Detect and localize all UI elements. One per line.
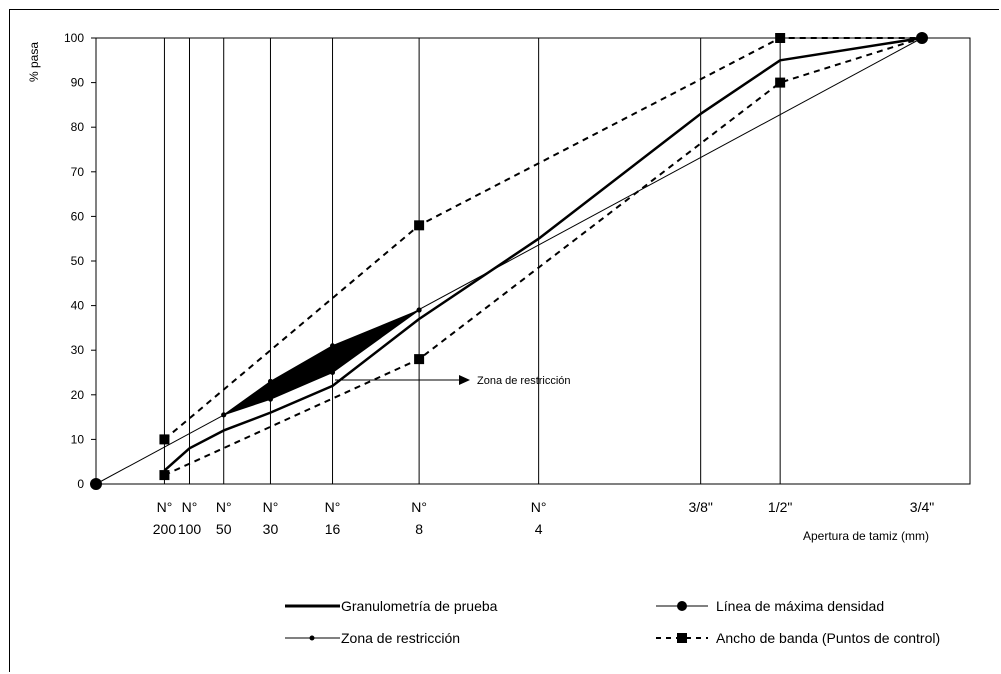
x-tick-label: N°	[411, 499, 427, 515]
plot-area: 0 10 20 30 40 50 60 70 80 90 100 N° 200 N° 100 N° 50 N° 3…	[64, 31, 971, 537]
chart-frame	[9, 9, 999, 672]
y-tick-label: 100	[64, 31, 84, 45]
x-tick-label: 100	[178, 521, 202, 537]
y-tick-label: 50	[71, 254, 85, 268]
x-tick-label: 3/8"	[688, 499, 712, 515]
legend-item-ancho-banda: Ancho de banda (Puntos de control)	[656, 630, 940, 646]
x-tick-label: N°	[182, 499, 198, 515]
y-tick-label: 70	[71, 165, 85, 179]
x-tick-label: N°	[263, 499, 279, 515]
restriction-zone-marker	[330, 370, 336, 375]
x-axis-label: Apertura de tamiz (mm)	[803, 529, 929, 543]
legend-swatch-square	[677, 633, 687, 643]
legend-swatch-small-dot	[309, 635, 315, 641]
series-markers	[90, 32, 928, 490]
legend-label: Zona de restricción	[341, 630, 460, 646]
restriction-zone-marker	[330, 343, 336, 349]
x-tick-label: N°	[325, 499, 341, 515]
y-tick-label: 10	[71, 432, 85, 446]
y-tick-label: 0	[77, 477, 84, 491]
control-point-marker	[159, 434, 170, 445]
x-tick-label: 200	[153, 521, 177, 537]
legend-item-maxima-densidad: Línea de máxima densidad	[656, 598, 884, 614]
legend-label: Granulometría de prueba	[341, 598, 498, 614]
control-point-marker	[414, 220, 425, 231]
control-point-marker	[159, 470, 170, 481]
legend-label: Ancho de banda (Puntos de control)	[716, 630, 940, 646]
restriction-zone-marker	[221, 412, 227, 418]
y-axis-label: % pasa	[27, 42, 41, 82]
x-tick-label: 3/4"	[910, 499, 934, 515]
plot-border	[95, 37, 971, 485]
series-lines	[95, 36, 923, 485]
x-tick-label: N°	[216, 499, 232, 515]
max-density-line	[95, 37, 923, 485]
restriction-zone-marker	[416, 307, 422, 313]
x-tick-label: 30	[263, 521, 279, 537]
control-band-lower-line	[164, 37, 923, 476]
legend-swatch-dot	[677, 601, 687, 611]
x-tick-label: N°	[157, 499, 173, 515]
control-point-marker	[775, 77, 786, 88]
restriction-zone-marker	[267, 378, 273, 384]
annotation-arrow-head	[459, 375, 470, 385]
y-tick-label: 40	[71, 299, 85, 313]
x-axis-ticks: N° 200 N° 100 N° 50 N° 30 N° 16 N° 8 N° 4 3/8" 1/2" 3/4"	[153, 499, 934, 537]
restriction-zone-marker	[267, 396, 273, 402]
y-tick-label: 20	[71, 388, 85, 402]
legend-label: Línea de máxima densidad	[716, 598, 884, 614]
max-density-marker	[916, 32, 928, 44]
y-tick-label: 60	[71, 209, 85, 223]
x-tick-label: 1/2"	[768, 499, 792, 515]
x-tick-label: 16	[325, 521, 341, 537]
sieve-gridlines	[163, 38, 781, 484]
test-gradation-line	[163, 36, 923, 472]
legend: Granulometría de prueba Línea de máxima …	[285, 598, 940, 646]
control-point-marker	[414, 354, 425, 365]
legend-item-zona: Zona de restricción	[285, 630, 460, 646]
y-axis-ticks: 0 10 20 30 40 50 60 70 80 90 100	[64, 31, 96, 491]
y-tick-label: 90	[71, 76, 85, 90]
x-tick-label: N°	[531, 499, 547, 515]
control-point-marker	[775, 33, 786, 43]
control-band-upper-line	[163, 37, 922, 441]
x-tick-label: 50	[216, 521, 232, 537]
x-tick-label: 4	[535, 521, 543, 537]
y-tick-label: 80	[71, 120, 85, 134]
restriction-zone-annotation: Zona de restricción	[335, 375, 571, 387]
legend-item-granulometria: Granulometría de prueba	[285, 598, 498, 614]
annotation-label: Zona de restricción	[477, 375, 571, 387]
x-tick-label: 8	[415, 521, 423, 537]
max-density-marker	[90, 478, 102, 490]
y-tick-label: 30	[71, 343, 85, 357]
